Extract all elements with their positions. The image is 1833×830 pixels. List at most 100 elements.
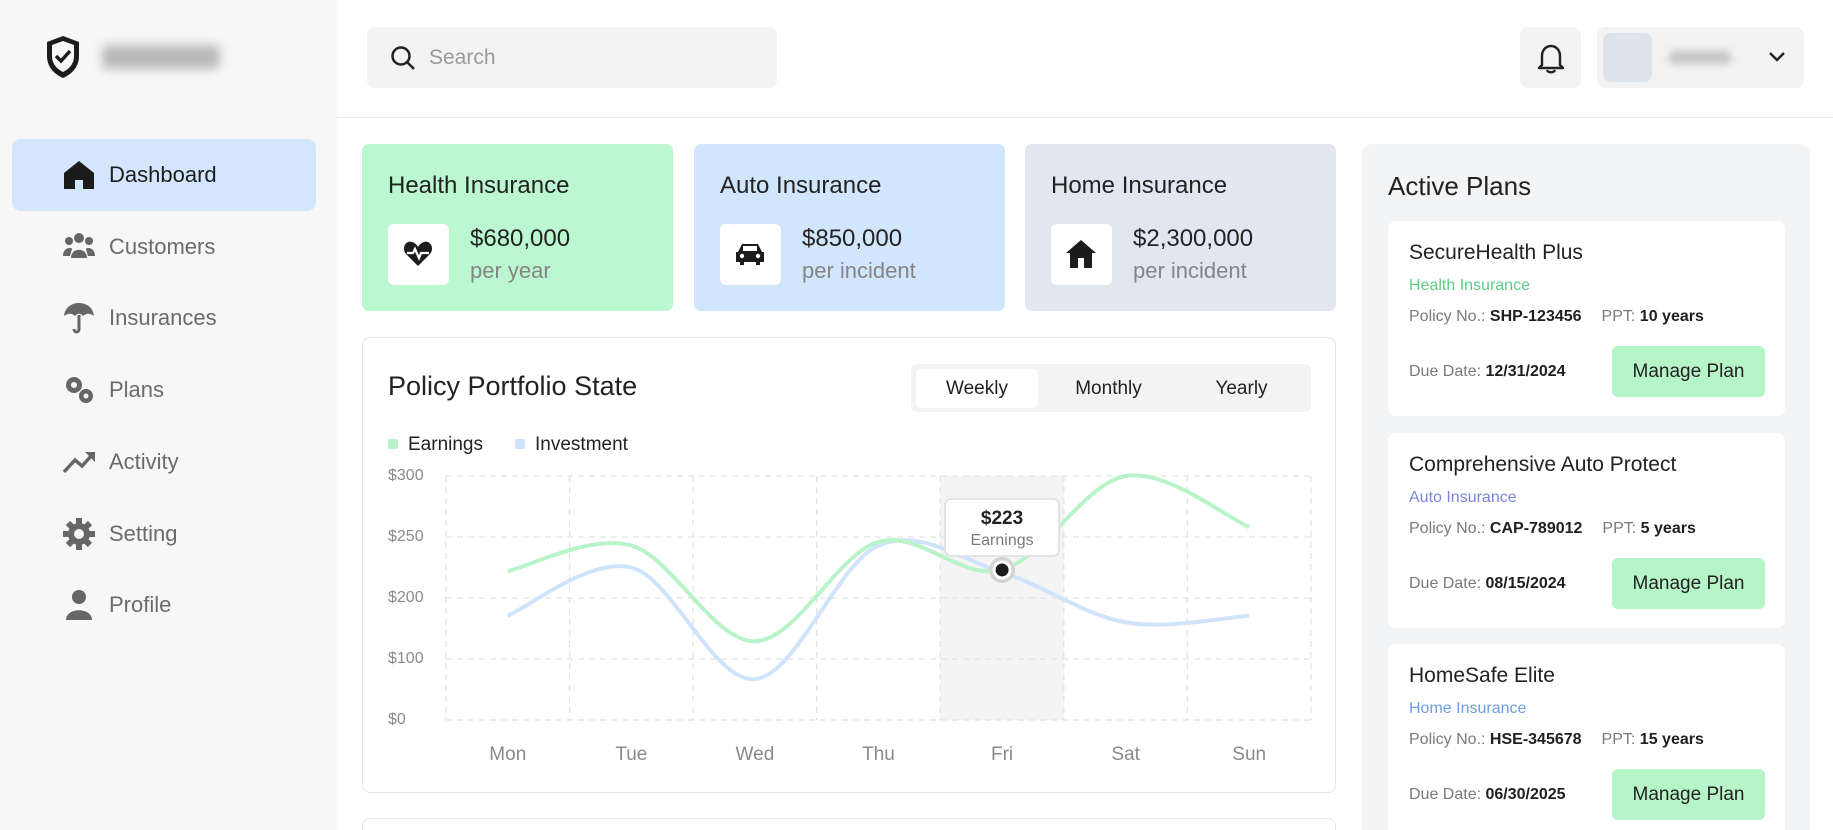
card-icon (736, 244, 764, 265)
search-box[interactable]: Search (367, 27, 777, 88)
ppt-value: 5 years (1640, 519, 1696, 537)
policy-label: Policy No.: (1409, 731, 1486, 748)
y-tick-label: $100 (388, 650, 424, 667)
nav-icon-part (85, 451, 95, 462)
card-unit: per incident (1133, 258, 1247, 283)
tooltip-box (944, 498, 1060, 557)
nav-item[interactable]: Dashboard (12, 139, 316, 211)
sidebar: Dashboard Customers Insurances Plans Activit… (0, 0, 337, 830)
ppt-value: 10 years (1639, 308, 1704, 325)
card-title: Auto Insurance (720, 172, 882, 199)
card-value: $850,000 (802, 225, 903, 252)
card-title: Health Insurance (388, 172, 570, 199)
notification-button[interactable] (1520, 27, 1581, 88)
panel-title: Active Plans (1388, 171, 1532, 201)
nav-item[interactable]: Customers (12, 211, 316, 283)
ppt-label: PPT: (1601, 731, 1636, 748)
nav-icon-part (64, 303, 94, 317)
policy-label: Policy No.: (1409, 519, 1486, 537)
nav-icon-part (74, 232, 84, 243)
card-icon-box (720, 224, 781, 285)
search-icon (391, 46, 415, 70)
nav-icon-part (83, 393, 89, 399)
x-tick-label: Sun (1232, 744, 1266, 765)
nav-icon (64, 161, 94, 189)
ppt-value: 15 years (1639, 731, 1704, 748)
lower-panel (362, 818, 1336, 830)
nav-label: Plans (109, 377, 165, 403)
ppt-label: PPT: (1601, 308, 1636, 325)
nav-item[interactable]: Plans (12, 354, 316, 426)
card-icon (403, 241, 433, 266)
brand-blurred (102, 45, 220, 69)
period-tab[interactable]: Monthly (1075, 378, 1142, 399)
x-tick-label: Sat (1111, 744, 1140, 765)
nav-item[interactable]: Setting (12, 498, 316, 570)
nav-icon-part (62, 452, 95, 473)
card-unit: per incident (802, 258, 916, 283)
nav-icon (64, 303, 94, 334)
card-icon-part (739, 253, 745, 259)
nav-label: Customers (109, 233, 216, 259)
summary-card: Home Insurance $2,300,000 per incident (1025, 144, 1336, 311)
x-tick-label: Thu (862, 744, 895, 765)
plan-card: HomeSafe Elite Home Insurance Policy No.: … (1388, 644, 1785, 830)
plan-type: Health Insurance (1409, 277, 1530, 294)
manage-plan-button[interactable]: Manage Plan (1612, 557, 1765, 609)
period-tab[interactable]: Yearly (1215, 378, 1268, 399)
x-tick-label: Tue (615, 744, 647, 765)
chart-panel: Policy Portfolio State Weekly Monthly Year… (362, 337, 1336, 793)
policy-label: Policy No.: (1409, 308, 1486, 325)
card-title: Home Insurance (1051, 172, 1228, 199)
chart: Policy Portfolio State Weekly Monthly Year… (388, 364, 1312, 765)
plan-policy-line: Policy No.: HSE-345678 PPT: 15 years (1409, 731, 1704, 749)
search-placeholder: Search (429, 46, 496, 69)
nav-icon-part (72, 590, 86, 605)
period-tab-active (916, 369, 1038, 408)
nav-item[interactable]: Profile (12, 569, 316, 641)
nav-icon (66, 377, 93, 404)
plan-name: SecureHealth Plus (1409, 241, 1583, 264)
legend-label: Earnings (408, 434, 483, 455)
y-tick-label: $250 (388, 528, 424, 545)
due-label: Due Date: (1409, 574, 1482, 592)
nav-item[interactable]: Insurances (12, 282, 316, 354)
plan-name: HomeSafe Elite (1409, 664, 1555, 687)
y-tick-label: $300 (388, 467, 424, 484)
nav-label: Activity (109, 448, 179, 474)
card-value: $2,300,000 (1133, 225, 1254, 252)
plan-type: Home Insurance (1409, 700, 1527, 717)
bell-icon (1537, 44, 1565, 74)
series-line (506, 538, 1250, 682)
card-icon-box (388, 224, 449, 285)
manage-plan-button[interactable]: Manage Plan (1612, 769, 1765, 820)
nav-icon-part (72, 315, 81, 334)
plan-due-line: Due Date: 06/30/2025 (1409, 786, 1566, 804)
plan-due-line: Due Date: 08/15/2024 (1409, 575, 1566, 593)
policy-number: HSE-345678 (1489, 731, 1582, 748)
y-tick-label: $0 (388, 711, 406, 728)
active-plans-panel: Active Plans SecureHealth Plus Health Ins… (1362, 144, 1810, 830)
header-divider (337, 117, 1833, 118)
chart-title: Policy Portfolio State (388, 371, 637, 401)
card-icon-part (407, 246, 429, 261)
card-value: $680,000 (470, 225, 571, 252)
ppt-label: PPT: (1602, 519, 1637, 537)
nav-label: Dashboard (109, 162, 217, 187)
card-icon-part (1066, 240, 1096, 268)
nav-item[interactable]: Activity (12, 426, 316, 498)
card-icon-box (1051, 224, 1112, 285)
nav-icon-part (63, 247, 95, 258)
plan-card: Comprehensive Auto Protect Auto Insurance… (1388, 432, 1785, 628)
period-tab[interactable]: Weekly (946, 378, 1008, 399)
due-label: Due Date: (1409, 786, 1482, 803)
x-tick-label: Mon (489, 744, 526, 765)
series-line (507, 473, 1251, 644)
policy-number: SHP-123456 (1489, 308, 1582, 325)
manage-plan-button[interactable]: Manage Plan (1612, 346, 1765, 397)
x-tick-label: Wed (736, 744, 775, 765)
nav-label: Setting (109, 520, 178, 546)
profile-menu[interactable] (1597, 27, 1804, 88)
plan-name: Comprehensive Auto Protect (1409, 452, 1677, 476)
